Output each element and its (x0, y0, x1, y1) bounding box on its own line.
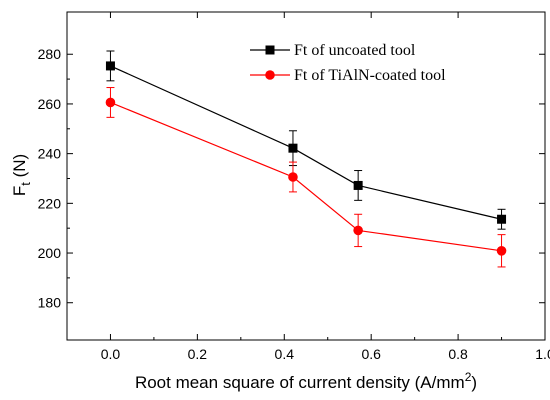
series-layer (105, 50, 507, 268)
y-tick-label: 180 (38, 295, 62, 311)
legend-marker (265, 70, 275, 80)
x-tick-label: 1.0 (535, 346, 550, 362)
x-axis-title-close: ) (471, 373, 477, 392)
legend-item-1: Ft of uncoated tool (250, 42, 416, 59)
y-tick-label: 280 (38, 46, 62, 62)
data-point (497, 214, 507, 224)
data-point (105, 97, 116, 108)
y-axis-title-subscript: t (18, 182, 33, 186)
data-point (496, 245, 507, 256)
x-tick-label: 0.0 (101, 346, 121, 362)
x-axis-title-superscript: 2 (465, 370, 472, 384)
x-tick-label: 0.8 (448, 346, 468, 362)
data-point (353, 225, 363, 236)
legend-label: Ft of TiAlN-coated tool (294, 67, 446, 84)
data-point (353, 180, 363, 190)
y-tick-label: 240 (38, 146, 62, 162)
legend: Ft of uncoated tool Ft of TiAlN-coated to… (250, 42, 446, 84)
plot-frame (66, 11, 546, 341)
series-line (110, 65, 502, 220)
y-axis-title: Ft (N) (10, 154, 33, 196)
series-2 (105, 87, 507, 268)
plot-border (66, 11, 546, 341)
x-tick-label: 0.4 (275, 346, 295, 362)
x-axis-title: Root mean square of current density (A/m… (135, 370, 477, 392)
data-point (288, 172, 298, 182)
legend-label: Ft of uncoated tool (294, 42, 416, 59)
y-axis-title-unit: (N) (10, 154, 29, 182)
legend-item-2: Ft of TiAlN-coated tool (250, 67, 446, 84)
y-axis-ticks: 180 200 220 240 260 280 (38, 46, 545, 311)
x-tick-label: 0.2 (188, 346, 208, 362)
y-tick-label: 220 (38, 195, 62, 211)
y-tick-label: 200 (38, 245, 62, 261)
data-point (288, 143, 298, 153)
legend-marker (265, 45, 275, 55)
x-tick-label: 0.6 (361, 346, 381, 362)
x-axis-ticks: 0.0 0.2 0.4 0.6 0.8 1.0 (101, 12, 550, 362)
series-line (110, 101, 502, 252)
series-1 (105, 50, 507, 230)
y-tick-label: 260 (38, 96, 62, 112)
data-point (105, 61, 115, 71)
